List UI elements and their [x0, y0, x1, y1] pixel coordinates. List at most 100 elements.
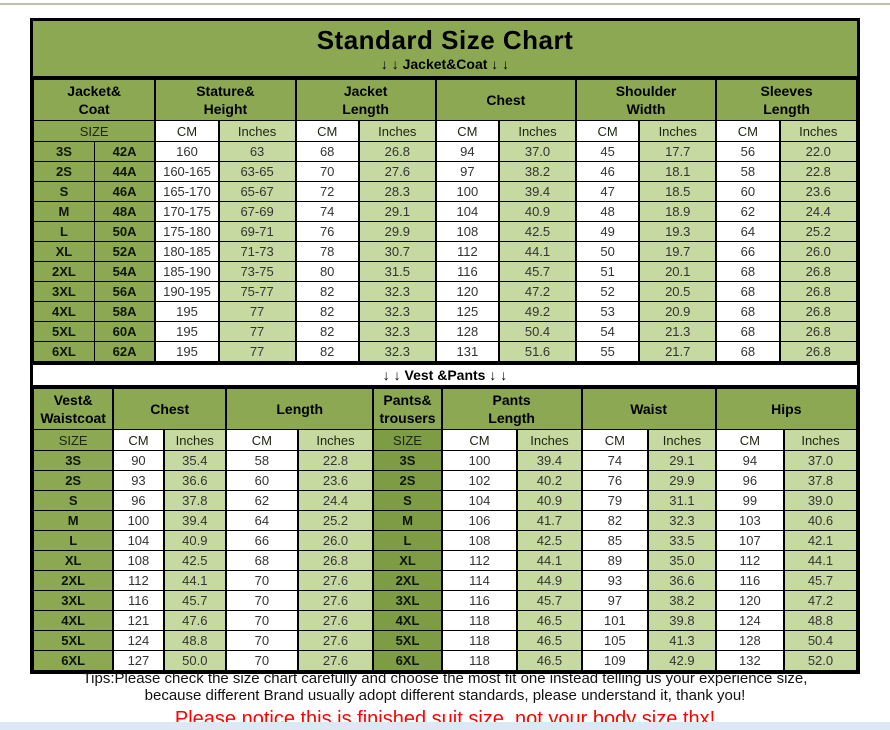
value-cell: 42.9	[647, 650, 717, 671]
value-cell: 39.0	[782, 490, 857, 511]
value-cell: 27.6	[296, 590, 374, 611]
size-cell: 60A	[93, 321, 156, 342]
size-cell: 62A	[93, 341, 156, 362]
value-cell: 112	[714, 550, 785, 571]
value-cell: 118	[440, 630, 518, 651]
value-cell: 124	[112, 630, 165, 651]
value-cell: 180-185	[154, 241, 220, 262]
value-cell: 21.7	[638, 341, 717, 362]
size-cell: M	[33, 201, 95, 222]
value-cell: 66	[715, 241, 781, 262]
value-cell: 19.7	[638, 241, 717, 262]
column-group-header: Waist	[580, 388, 717, 430]
value-cell: 75-77	[217, 281, 296, 302]
value-cell: 195	[154, 321, 220, 342]
unit-header: Inches	[782, 429, 857, 451]
value-cell: 77	[217, 321, 296, 342]
column-group-header: Sleeves Length	[715, 79, 858, 121]
table-row: XL 52A 180-185 71-73 78 30.7 112 44.1 50 19.7 66 26…	[33, 241, 857, 262]
value-cell: 116	[434, 261, 500, 282]
value-cell: 20.1	[638, 261, 717, 282]
value-cell: 93	[112, 470, 165, 491]
unit-header: Inches	[638, 120, 717, 142]
column-group-header: Chest	[112, 388, 227, 430]
value-cell: 26.8	[778, 341, 857, 362]
value-cell: 27.6	[296, 570, 374, 591]
value-cell: 58	[715, 161, 781, 182]
value-cell: 107	[714, 530, 785, 551]
value-cell: 112	[112, 570, 165, 591]
value-cell: 20.9	[638, 301, 717, 322]
table-row: S 46A 165-170 65-67 72 28.3 100 39.4 47 18.5 60 23.…	[33, 181, 857, 202]
value-cell: 26.0	[296, 530, 374, 551]
size-cell: 5XL	[372, 630, 443, 651]
value-cell: 18.9	[638, 201, 717, 222]
value-cell: 45.7	[498, 261, 577, 282]
value-cell: 44.1	[162, 570, 227, 591]
value-cell: 50.4	[782, 630, 857, 651]
value-cell: 69-71	[217, 221, 296, 242]
table-row: 4XL 58A 195 77 82 32.3 125 49.2 53 20.9 68 26.8	[33, 301, 857, 322]
value-cell: 132	[714, 650, 785, 671]
value-cell: 72	[294, 181, 360, 202]
value-cell: 170-175	[154, 201, 220, 222]
table-row: 2XL 54A 185-190 73-75 80 31.5 116 45.7 51 20.1 68 2…	[33, 261, 857, 282]
size-cell: 2S	[372, 470, 443, 491]
column-group-header: Chest	[434, 79, 577, 121]
value-cell: 46.5	[516, 650, 583, 671]
value-cell: 40.6	[782, 510, 857, 531]
value-cell: 19.3	[638, 221, 717, 242]
value-cell: 22.8	[296, 450, 374, 471]
value-cell: 37.0	[498, 141, 577, 162]
size-cell: 6XL	[372, 650, 443, 671]
value-cell: 29.1	[647, 450, 717, 471]
value-cell: 108	[112, 550, 165, 571]
value-cell: 125	[434, 301, 500, 322]
value-cell: 190-195	[154, 281, 220, 302]
table-row: M 100 39.4 64 25.2 M 106 41.7 82 32.3 103 40.6	[33, 510, 857, 531]
unit-header: Inches	[296, 429, 374, 451]
value-cell: 52	[574, 281, 640, 302]
value-cell: 45.7	[516, 590, 583, 611]
value-cell: 47.6	[162, 610, 227, 631]
value-cell: 112	[440, 550, 518, 571]
size-header: SIZE	[33, 429, 114, 451]
size-cell: L	[33, 221, 95, 242]
table-row: M 48A 170-175 67-69 74 29.1 104 40.9 48 18.9 62 24.…	[33, 201, 857, 222]
value-cell: 112	[434, 241, 500, 262]
value-cell: 42.5	[516, 530, 583, 551]
value-cell: 22.0	[778, 141, 857, 162]
table-row: 5XL 60A 195 77 82 32.3 128 50.4 54 21.3 68 26.8	[33, 321, 857, 342]
value-cell: 100	[112, 510, 165, 531]
value-cell: 82	[294, 301, 360, 322]
size-cell: 3S	[33, 450, 114, 471]
size-cell: XL	[33, 241, 95, 262]
value-cell: 73-75	[217, 261, 296, 282]
size-cell: 5XL	[33, 321, 95, 342]
value-cell: 26.8	[778, 281, 857, 302]
value-cell: 26.8	[778, 301, 857, 322]
size-cell: 56A	[93, 281, 156, 302]
value-cell: 50.0	[162, 650, 227, 671]
size-cell: 2S	[33, 470, 114, 491]
value-cell: 68	[715, 321, 781, 342]
value-cell: 116	[714, 570, 785, 591]
size-cell: 2XL	[372, 570, 443, 591]
value-cell: 46.5	[516, 630, 583, 651]
unit-header: Inches	[162, 429, 227, 451]
column-group-header: Vest& Waistcoat	[33, 388, 114, 430]
value-cell: 65-67	[217, 181, 296, 202]
size-cell: 58A	[93, 301, 156, 322]
value-cell: 40.9	[162, 530, 227, 551]
value-cell: 78	[294, 241, 360, 262]
value-cell: 29.9	[357, 221, 437, 242]
table-row: 3XL 56A 190-195 75-77 82 32.3 120 47.2 52 20.5 68 2…	[33, 281, 857, 302]
value-cell: 60	[715, 181, 781, 202]
value-cell: 29.9	[647, 470, 717, 491]
value-cell: 131	[434, 341, 500, 362]
unit-header: Inches	[357, 120, 437, 142]
value-cell: 118	[440, 650, 518, 671]
column-group-header: Hips	[714, 388, 857, 430]
value-cell: 48	[574, 201, 640, 222]
